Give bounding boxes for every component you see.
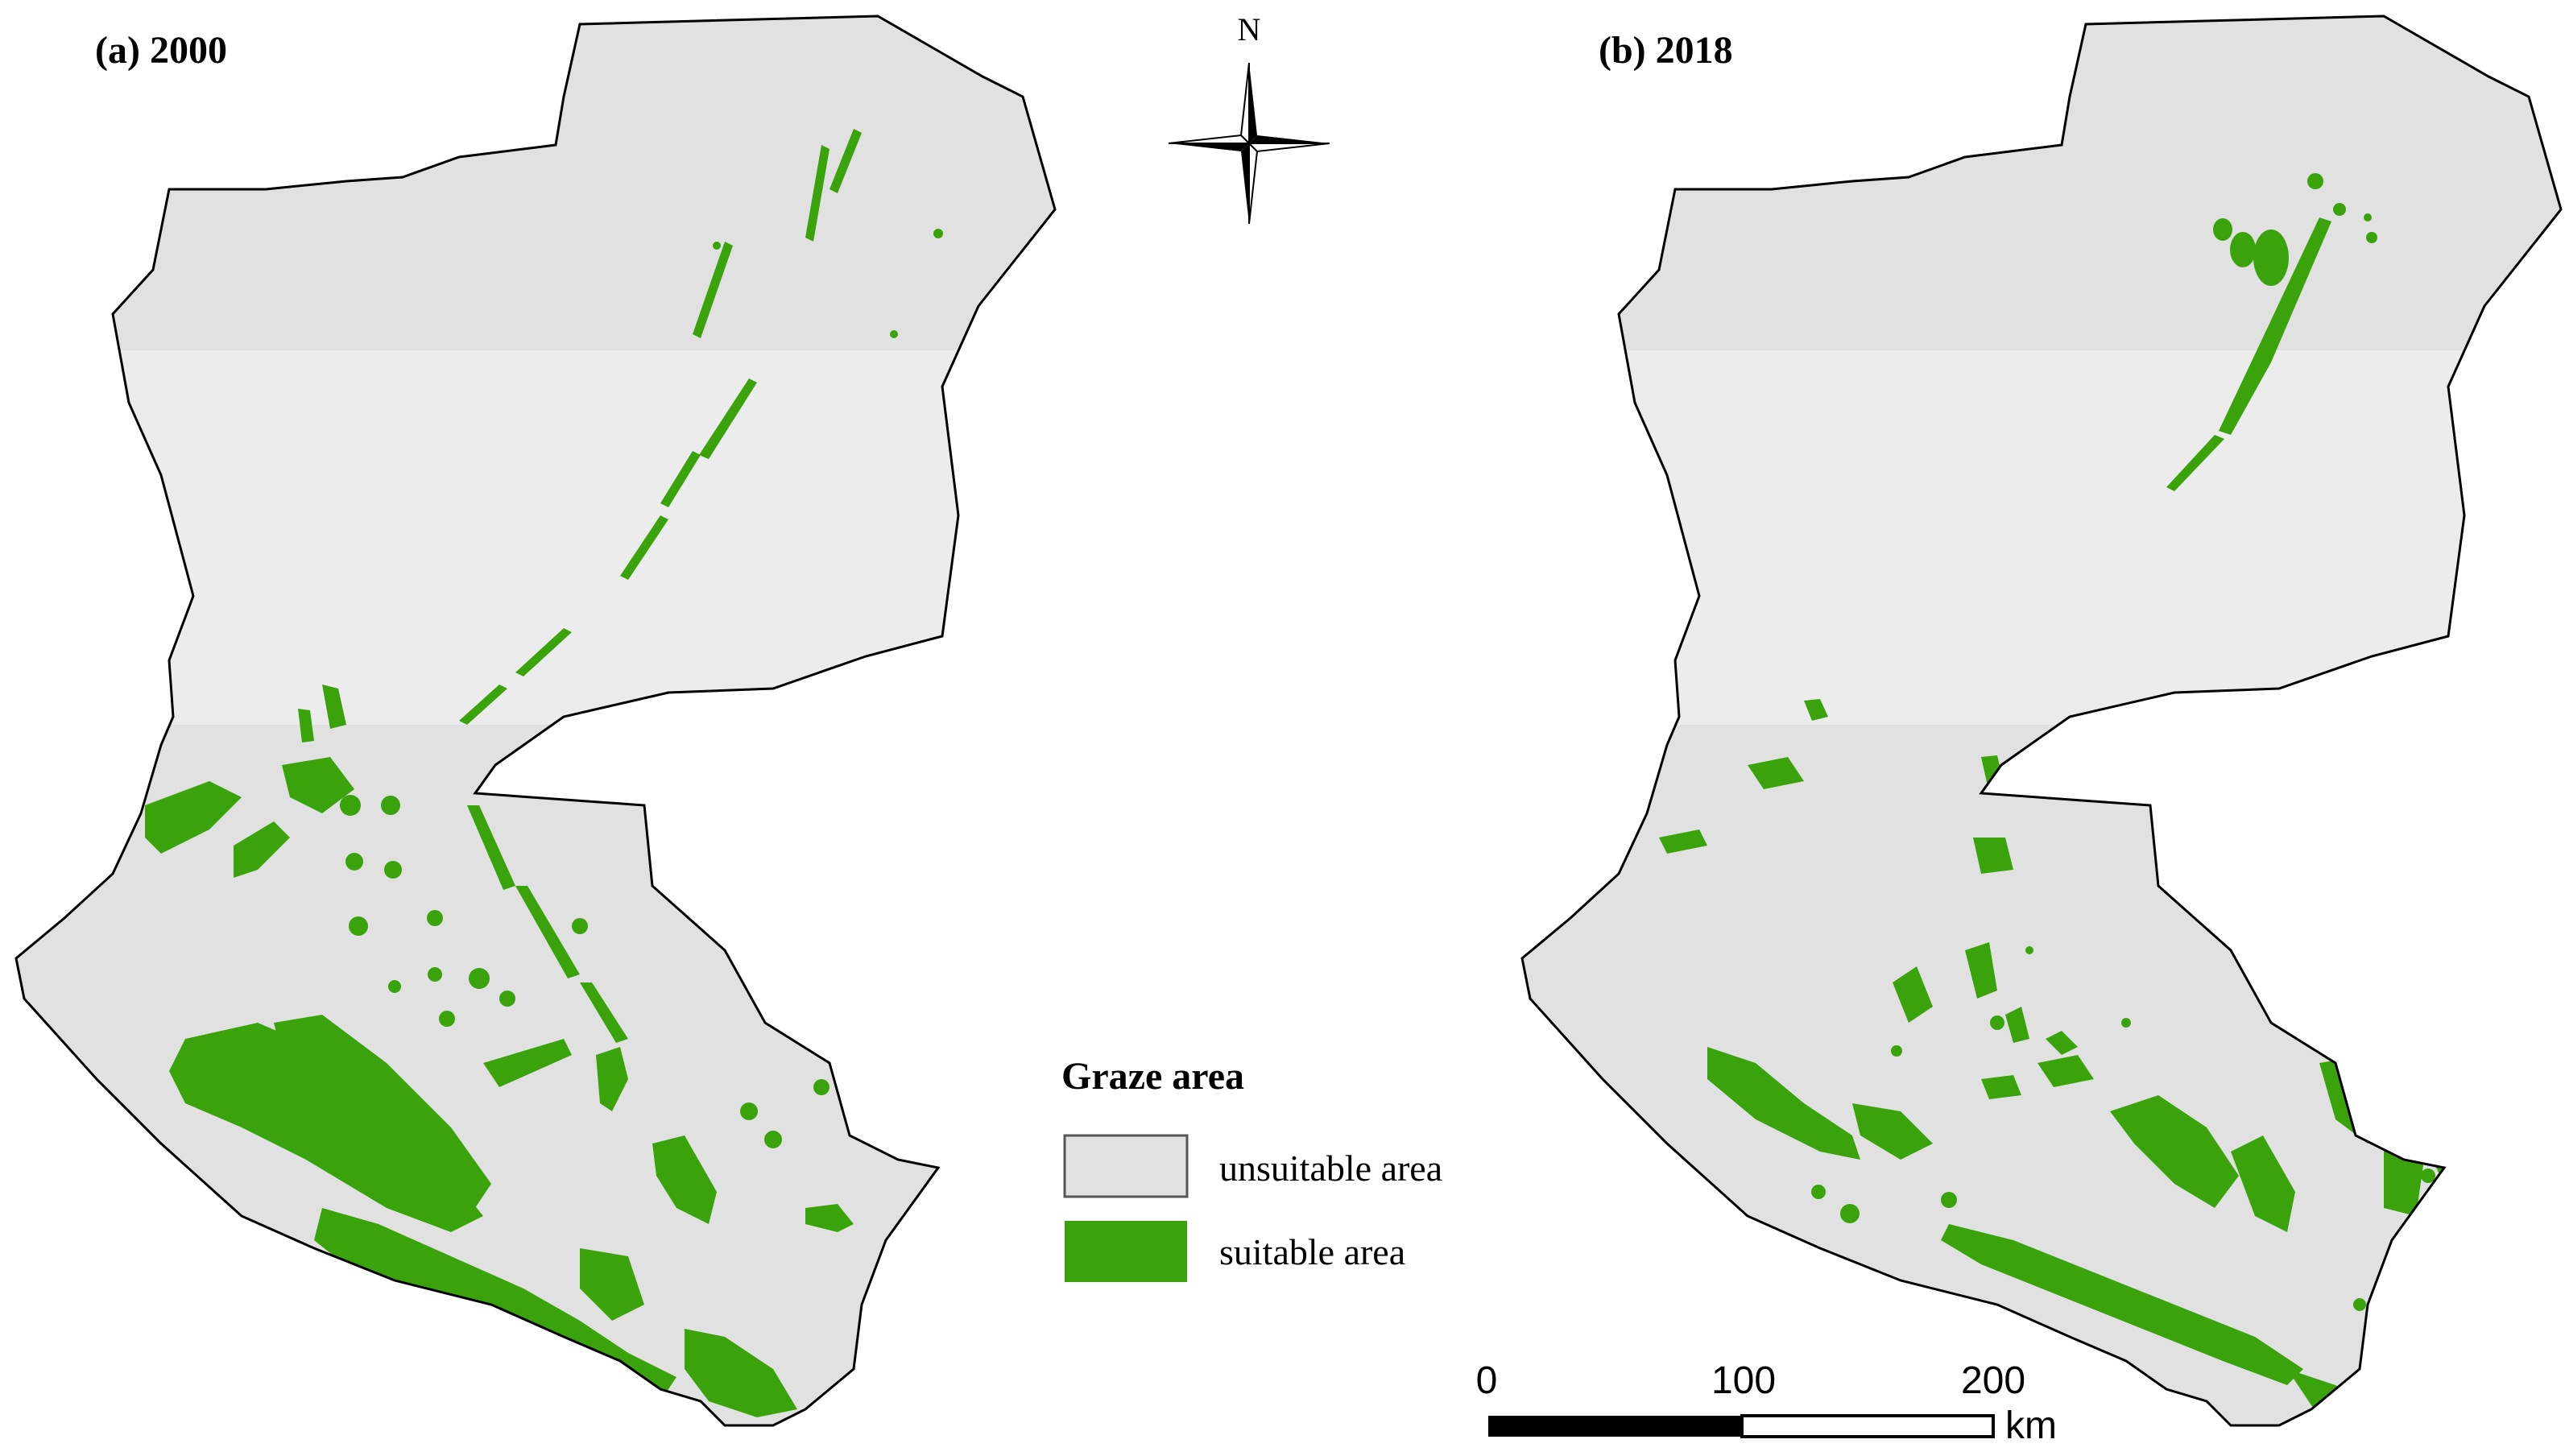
legend: Graze area unsuitable area suitable area — [1061, 1055, 1442, 1282]
north-arrow: N — [1168, 11, 1330, 225]
legend-label-unsuitable: unsuitable area — [1219, 1148, 1442, 1189]
panel-b-unsuitable-band — [1522, 350, 2561, 725]
legend-swatch-suitable — [1065, 1221, 1187, 1282]
compass-west-light-half — [1168, 134, 1251, 144]
panel-b-title: (b) 2018 — [1599, 29, 1733, 72]
scale-bar-dark-segment — [1488, 1416, 1742, 1437]
compass-north-light-half — [1239, 62, 1250, 146]
compass-north-dark-half — [1249, 63, 1257, 143]
compass-east-light-half — [1247, 143, 1330, 153]
compass-east-dark-half — [1249, 135, 1330, 143]
compass-south-light-half — [1248, 141, 1259, 225]
panel-a-map — [14, 14, 1057, 1427]
legend-swatch-unsuitable — [1063, 1134, 1189, 1198]
north-arrow-label: N — [1238, 11, 1261, 48]
legend-label-suitable: suitable area — [1219, 1231, 1405, 1272]
scale-bar-light-segment — [1740, 1414, 1995, 1438]
panel-a-title: (a) 2000 — [95, 29, 227, 72]
panel-b-region — [1522, 16, 2561, 1425]
scale-tick-100: 100 — [1711, 1359, 1776, 1402]
panel-b-unsuitable-fill — [1522, 16, 2561, 1425]
scale-unit: km — [2005, 1404, 2057, 1447]
legend-title: Graze area — [1061, 1055, 1244, 1098]
scale-tick-200: 200 — [1961, 1359, 2025, 1402]
scale-bar: 0 100 200 km — [1476, 1359, 2057, 1447]
scale-tick-0: 0 — [1476, 1359, 1498, 1402]
panel-b-map — [1520, 14, 2563, 1427]
compass-south-dark-half — [1241, 143, 1249, 224]
compass-west-dark-half — [1169, 143, 1249, 151]
